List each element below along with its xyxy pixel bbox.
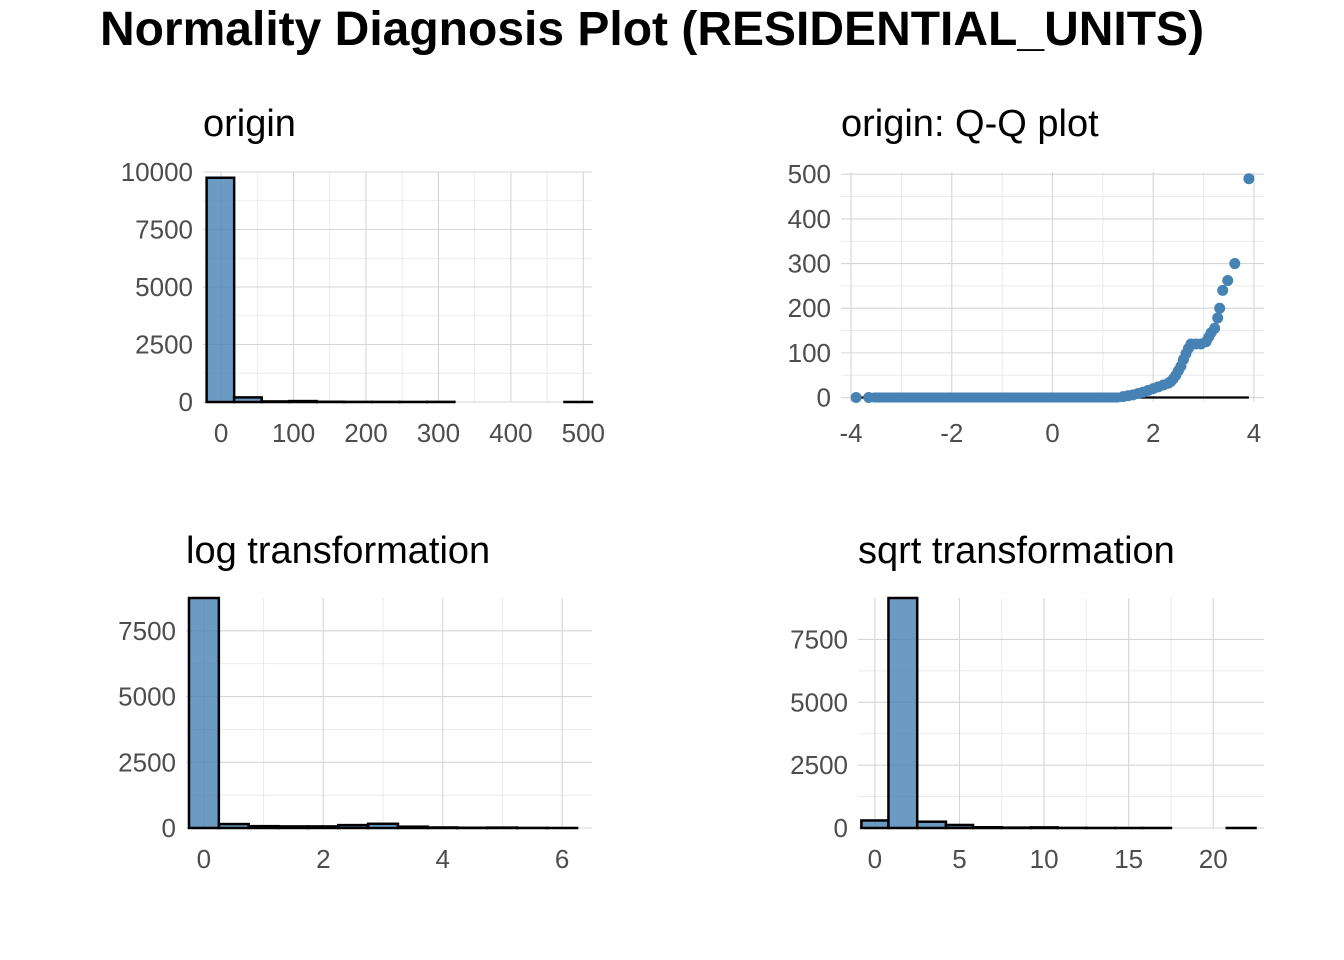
histogram-bar xyxy=(247,824,280,830)
histogram-bar xyxy=(217,822,250,830)
x-tick-label: 100 xyxy=(272,418,315,448)
x-tick-label: 20 xyxy=(1199,844,1228,874)
sqrt-panel: 0 5 10 15 20 0 2500 5000 7500 sqrt transformation xyxy=(790,530,1264,874)
qq-panel: -4 -2 0 2 4 0 100 200 300 400 500 origin: Q-Q plot xyxy=(788,103,1264,448)
histogram-bar xyxy=(337,823,370,830)
x-tick-label: 15 xyxy=(1114,844,1143,874)
y-tick-label: 5000 xyxy=(135,272,193,302)
qq-panel-title: origin: Q-Q plot xyxy=(841,103,1099,145)
x-tick-label: 0 xyxy=(214,418,228,448)
x-tick-label: 2 xyxy=(316,844,330,874)
qq-point xyxy=(1214,302,1226,314)
x-tick-label: 0 xyxy=(197,844,211,874)
y-tick-label: 2500 xyxy=(790,750,848,780)
histogram-bar xyxy=(260,400,291,404)
histogram-bar xyxy=(307,825,340,830)
histogram-bar xyxy=(944,823,975,830)
y-tick-label: 10000 xyxy=(121,157,193,187)
x-tick-label: -2 xyxy=(940,418,963,448)
histogram-bar xyxy=(860,819,890,830)
log-panel: 0 2 4 6 0 2500 5000 7500 log transformation xyxy=(118,530,592,874)
histogram-bar xyxy=(205,176,236,404)
y-tick-label: 0 xyxy=(834,813,848,843)
histogram-bar xyxy=(971,825,1004,830)
qq-point xyxy=(1217,284,1229,296)
x-tick-label: 0 xyxy=(1045,418,1059,448)
x-tick-label: 500 xyxy=(562,418,605,448)
histogram-bar xyxy=(187,596,221,830)
y-tick-label: 7500 xyxy=(790,624,848,654)
qq-point xyxy=(850,392,862,404)
x-tick-label: 5 xyxy=(952,844,966,874)
y-tick-label: 200 xyxy=(788,293,831,323)
x-tick-label: 400 xyxy=(489,418,532,448)
y-tick-label: 0 xyxy=(817,383,831,413)
qq-point xyxy=(1229,258,1241,270)
sqrt-panel-title: sqrt transformation xyxy=(858,530,1175,572)
y-tick-label: 300 xyxy=(788,249,831,279)
y-tick-label: 7500 xyxy=(135,215,193,245)
y-tick-label: 5000 xyxy=(790,687,848,717)
y-tick-label: 400 xyxy=(788,204,831,234)
x-tick-label: 10 xyxy=(1030,844,1059,874)
histogram-bar xyxy=(396,825,430,830)
histogram-bar xyxy=(232,396,263,404)
y-tick-label: 2500 xyxy=(118,747,176,777)
qq-point xyxy=(1209,322,1221,334)
x-tick-label: 4 xyxy=(1247,418,1261,448)
y-tick-label: 2500 xyxy=(135,330,193,360)
y-tick-label: 0 xyxy=(179,387,193,417)
x-tick-label: 4 xyxy=(436,844,450,874)
y-tick-label: 100 xyxy=(788,338,831,368)
histogram-bar xyxy=(366,822,400,830)
x-tick-label: 6 xyxy=(555,844,569,874)
y-tick-label: 7500 xyxy=(118,616,176,646)
y-tick-label: 5000 xyxy=(118,682,176,712)
qq-point xyxy=(1212,312,1224,324)
histogram-bar xyxy=(277,825,310,830)
histogram-bar xyxy=(426,826,459,830)
histogram-bar xyxy=(287,399,318,404)
x-tick-label: 200 xyxy=(344,418,387,448)
log-panel-title: log transformation xyxy=(186,530,490,572)
qq-point-band xyxy=(868,392,1123,403)
histogram-bar xyxy=(887,596,919,830)
qq-point xyxy=(863,392,875,404)
x-tick-label: -4 xyxy=(840,418,863,448)
qq-point xyxy=(1222,275,1234,287)
x-tick-label: 300 xyxy=(417,418,460,448)
qq-point xyxy=(1243,173,1255,185)
histogram-bar xyxy=(1029,826,1059,830)
y-tick-label: 500 xyxy=(788,159,831,189)
y-tick-label: 0 xyxy=(162,813,176,843)
histogram-bar xyxy=(915,820,948,830)
origin-panel-title: origin xyxy=(203,103,296,145)
figure-title: Normality Diagnosis Plot (RESIDENTIAL_UN… xyxy=(99,3,1205,56)
x-tick-label: 2 xyxy=(1146,418,1160,448)
x-tick-label: 0 xyxy=(868,844,882,874)
